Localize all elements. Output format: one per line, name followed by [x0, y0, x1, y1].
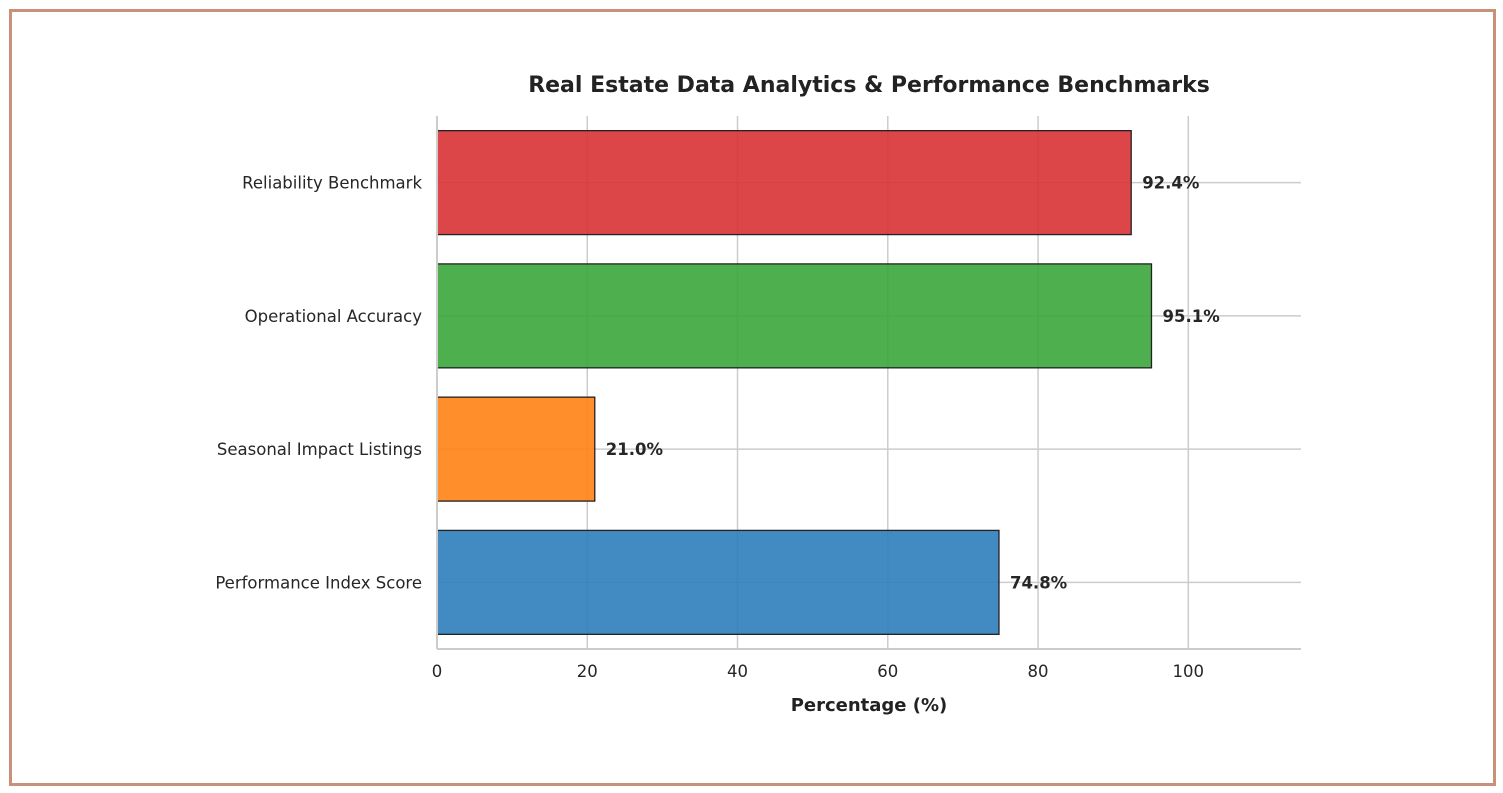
data-label: 92.4%	[1142, 174, 1200, 193]
y-tick-label: Performance Index Score	[215, 573, 422, 592]
x-tick-label: 40	[727, 662, 748, 681]
bar	[436, 396, 596, 502]
x-tick-label: 0	[432, 662, 443, 681]
y-tick-label: Seasonal Impact Listings	[217, 440, 422, 459]
x-axis-title: Percentage (%)	[791, 695, 948, 716]
data-label: 95.1%	[1162, 307, 1220, 326]
bar	[436, 263, 1153, 369]
x-tick-label: 20	[577, 662, 598, 681]
data-label: 74.8%	[1010, 573, 1068, 592]
data-label: 21.0%	[606, 440, 664, 459]
axis-layer	[436, 116, 1301, 650]
label-layer: 0 20 40 60 80 100 Performance Index Score 74.8%…	[215, 174, 1220, 681]
bar-layer	[436, 130, 1153, 635]
x-tick-label: 80	[1028, 662, 1049, 681]
y-tick-label: Operational Accuracy	[245, 307, 423, 326]
chart-title: Real Estate Data Analytics & Performance…	[528, 73, 1210, 98]
bar	[436, 529, 1000, 635]
x-tick-label: 60	[877, 662, 898, 681]
x-tick-label: 100	[1173, 662, 1205, 681]
bar	[436, 130, 1132, 236]
y-tick-label: Reliability Benchmark	[242, 174, 422, 193]
